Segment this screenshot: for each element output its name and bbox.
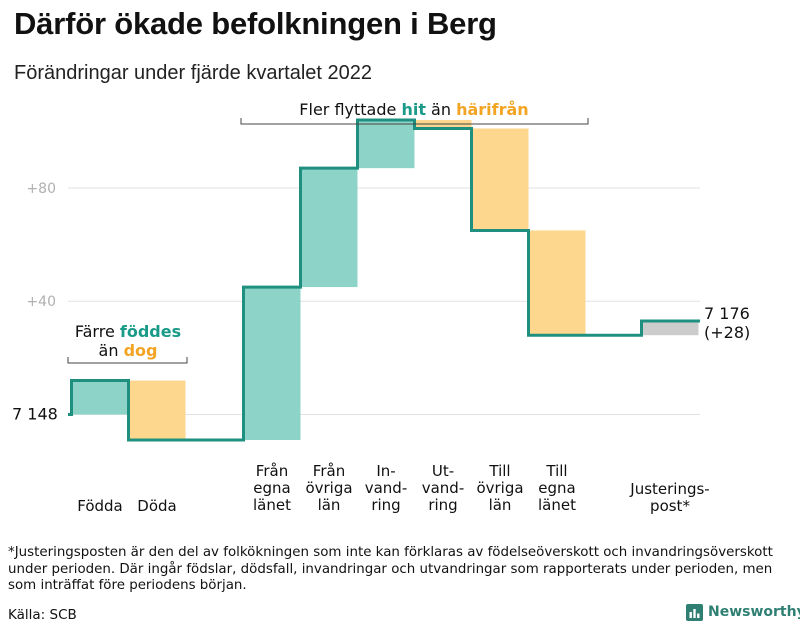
category-label-invandring: In-: [376, 462, 395, 480]
bar-fran-ovriga-lan: [300, 168, 358, 288]
category-label-utvandring: ring: [428, 496, 457, 514]
category-label-till-egna-lanet: Till: [545, 462, 567, 480]
category-label-fran-ovriga-lan: län: [318, 496, 341, 514]
bar-invandring: [357, 120, 415, 169]
right-bracket: [240, 118, 589, 125]
right-annotation-text: Fler flyttade: [299, 100, 401, 119]
y-tick-label: +40: [26, 294, 56, 310]
bar-fran-egna-lanet: [243, 287, 301, 440]
chart-title: Därför ökade befolkningen i Berg: [14, 6, 497, 41]
step-line: [68, 118, 700, 442]
category-label-till-ovriga-lan: Till: [488, 462, 510, 480]
bar-till-ovriga-lan: [471, 128, 529, 231]
chart-subtitle: Förändringar under fjärde kvartalet 2022: [14, 62, 372, 84]
grid-lines: +40 +80: [26, 181, 700, 416]
footnote: *Justeringsposten är den del av folkökni…: [8, 545, 773, 593]
category-label-doda: Döda: [137, 497, 176, 515]
category-label-till-ovriga-lan: län: [489, 496, 512, 514]
category-label-till-egna-lanet: egna: [538, 479, 575, 497]
category-label-fran-egna-lanet: Från: [256, 462, 288, 480]
category-label-utvandring: vand-: [422, 479, 465, 497]
left-bracket: [67, 357, 188, 364]
end-change-label: (+28): [704, 323, 750, 342]
source-label: Källa: SCB: [8, 607, 77, 623]
left-annotation-line1: Färre föddes: [75, 322, 181, 341]
category-label-till-egna-lanet: länet: [538, 496, 576, 514]
left-annotation-highlight-teal: föddes: [120, 322, 181, 341]
start-value-label: 7 148: [12, 405, 58, 424]
brand-name: Newsworthy: [708, 604, 800, 620]
end-value-label: 7 176: [704, 304, 750, 323]
bar-doda: [128, 380, 186, 440]
right-annotation-text: än: [426, 100, 456, 119]
bar-justeringspost: [641, 321, 699, 336]
y-tick-label: +80: [26, 181, 56, 197]
category-label-utvandring: Ut-: [432, 462, 454, 480]
left-annotation-text: Färre: [75, 322, 120, 341]
right-annotation-highlight-orange: härifrån: [456, 100, 529, 119]
left-annotation-line2: än dog: [99, 341, 158, 360]
step-line-group: [68, 118, 700, 442]
category-label-justeringspost: post*: [650, 497, 690, 515]
bar-till-egna-lanet: [528, 230, 586, 336]
category-label-fran-egna-lanet: länet: [253, 496, 291, 514]
brand-logo: Newsworthy: [686, 601, 800, 623]
bar-fodda: [71, 380, 129, 415]
bars: [71, 120, 699, 440]
left-annotation-highlight-orange: dog: [124, 341, 158, 360]
category-label-invandring: ring: [371, 496, 400, 514]
category-label-justeringspost: Justerings-: [629, 480, 709, 498]
right-annotation: Fler flyttade hit än härifrån: [299, 100, 528, 119]
category-label-fran-ovriga-lan: Från: [313, 462, 345, 480]
left-annotation-text: än: [99, 341, 124, 360]
category-label-till-ovriga-lan: övriga: [476, 479, 523, 497]
category-label-invandring: vand-: [365, 479, 408, 497]
category-label-fodda: Födda: [77, 497, 123, 515]
bar-chart-icon: [686, 603, 703, 621]
category-label-fran-ovriga-lan: övriga: [305, 479, 352, 497]
category-label-fran-egna-lanet: egna: [253, 479, 290, 497]
right-annotation-highlight-teal: hit: [401, 100, 426, 119]
